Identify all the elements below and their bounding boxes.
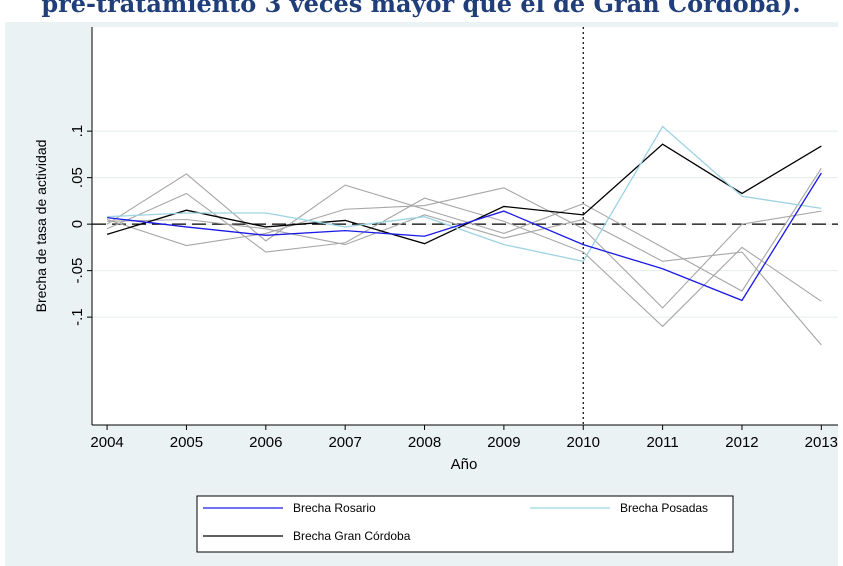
donor-line	[107, 214, 822, 346]
y-tick-label: .05	[69, 167, 86, 188]
y-tick-label: -.1	[69, 308, 86, 326]
x-tick-label: 2010	[567, 434, 600, 451]
legend-label: Brecha Posadas	[620, 501, 708, 515]
donor-line	[106, 187, 822, 309]
legend	[196, 495, 734, 553]
y-tick-label: -.05	[69, 258, 86, 284]
donor-line	[106, 192, 822, 328]
donor-line	[106, 168, 822, 292]
chart-title: pre-tratamiento 3 veces mayor que el de …	[41, 0, 800, 18]
series-line	[107, 125, 822, 263]
legend-label: Brecha Rosario	[293, 501, 376, 515]
x-tick-label: 2011	[646, 434, 678, 451]
x-axis-label: Año	[451, 456, 478, 473]
y-tick-label: .1	[69, 125, 86, 138]
x-tick-label: 2008	[408, 434, 441, 451]
legend-label: Brecha Gran Córdoba	[293, 529, 411, 543]
series-line	[106, 143, 822, 245]
x-tick-label: 2013	[805, 434, 838, 451]
x-tick-label: 2005	[170, 434, 203, 451]
y-tick-label: 0	[69, 220, 86, 228]
x-tick-label: 2007	[328, 434, 361, 451]
x-tick-label: 2012	[725, 434, 758, 451]
x-tick-label: 2009	[487, 434, 520, 451]
series-line	[107, 172, 822, 302]
y-axis-label: Brecha de tasa de actividad	[33, 140, 49, 313]
x-tick-label: 2004	[90, 434, 123, 451]
x-tick-label: 2006	[249, 434, 282, 451]
plot-region	[92, 27, 838, 425]
